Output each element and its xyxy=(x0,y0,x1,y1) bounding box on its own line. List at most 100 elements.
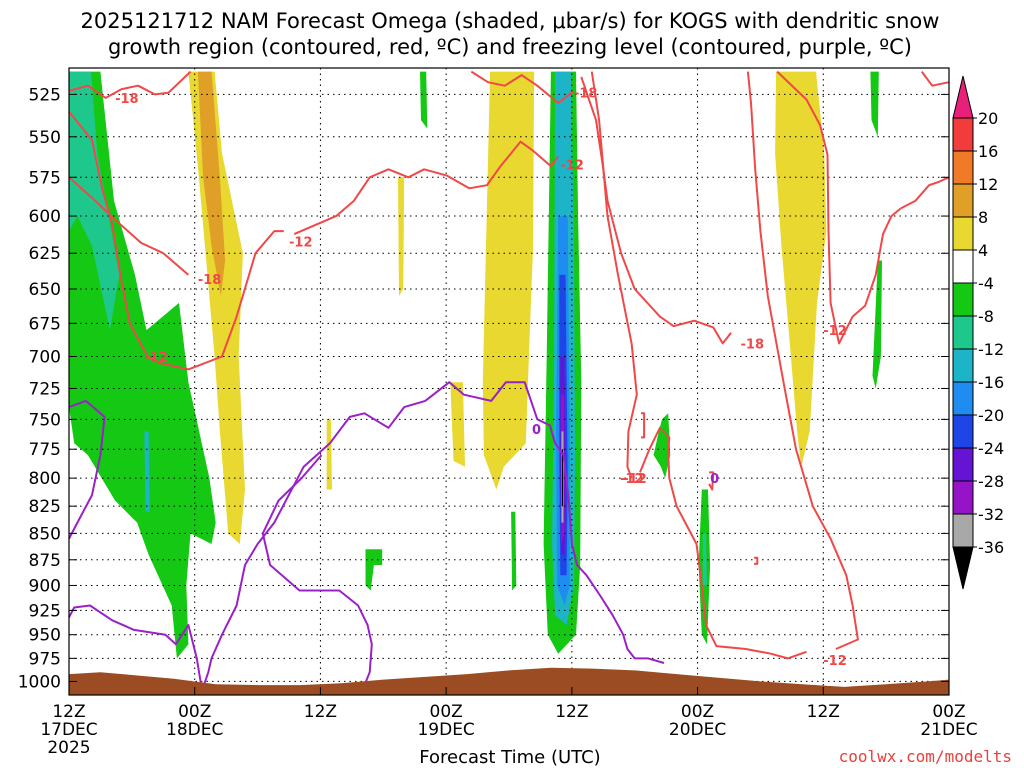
x-tick-label-6-0: 12Z xyxy=(807,702,840,722)
colorbar-bin-3 xyxy=(952,216,974,251)
y-tick-label-725: 725 xyxy=(29,379,61,399)
freezing-contour-2 xyxy=(201,381,665,691)
terrain-fill xyxy=(69,667,949,695)
y-tick-label-525: 525 xyxy=(29,85,61,105)
freezing-contour-1 xyxy=(68,604,203,691)
omega-region-20 xyxy=(511,511,517,591)
colorbar-label-4: 4 xyxy=(978,241,988,260)
omega-region-7 xyxy=(326,419,332,490)
x-tick-label-3-0: 00Z xyxy=(430,702,463,722)
x-axis-label: Forecast Time (UTC) xyxy=(419,747,600,768)
dgz-label-2: -12 xyxy=(144,350,168,365)
colorbar-bin-1 xyxy=(952,150,974,185)
dgz-label-1: -18 xyxy=(198,273,222,288)
colorbar-bin-12 xyxy=(952,513,974,548)
colorbar-label-6: -8 xyxy=(978,307,994,326)
dgz-contour-11 xyxy=(746,71,859,650)
x-tick-label-7-0: 00Z xyxy=(932,702,965,722)
omega-region-2 xyxy=(482,71,535,490)
colorbar-top-arrow xyxy=(952,75,974,119)
y-tick-label-600: 600 xyxy=(29,207,61,227)
dgz-label-5: -18 xyxy=(574,87,598,102)
colorbar-bin-6 xyxy=(952,315,974,350)
inline-contour-label-0: 0 xyxy=(532,423,541,438)
colorbar-label-0: 20 xyxy=(978,109,998,128)
dgz-contour-12 xyxy=(900,176,950,210)
dgz-contour-2 xyxy=(68,110,284,371)
inline-contour-label-1: -12 xyxy=(620,472,644,487)
dgz-contour-15 xyxy=(708,471,715,491)
omega-region-6 xyxy=(775,71,827,467)
colorbar-label-12: -32 xyxy=(978,505,1004,524)
chart-title-line2: growth region (contoured, red, ºC) and f… xyxy=(108,35,912,59)
colorbar-label-13: -36 xyxy=(978,538,1004,557)
y-tick-label-950: 950 xyxy=(29,626,61,646)
dgz-contour-16 xyxy=(754,556,759,565)
y-tick-label-675: 675 xyxy=(29,314,61,334)
dgz-contour-0 xyxy=(68,70,192,99)
inline-contour-label-3: -12 xyxy=(560,159,584,174)
omega-shading-layer xyxy=(69,71,882,659)
colorbar-bin-7 xyxy=(952,348,974,383)
omega-region-24 xyxy=(702,533,707,586)
inline-contour-label-2: 0 xyxy=(710,472,719,487)
dgz-contour-13 xyxy=(920,71,950,87)
omega-region-10 xyxy=(144,431,150,512)
credit-text: coolwx.com/modelts xyxy=(839,747,1012,766)
colorbar-bin-8 xyxy=(952,381,974,416)
dgz-label-4: -12 xyxy=(560,159,584,174)
y-tick-label-750: 750 xyxy=(29,410,61,430)
x-tick-label-4-0: 12Z xyxy=(555,702,588,722)
x-tick-label-0-0: 12Z xyxy=(52,702,85,722)
colorbar-bin-9 xyxy=(952,414,974,449)
colorbar-label-10: -24 xyxy=(978,439,1004,458)
freezing-contour-3 xyxy=(261,454,373,691)
y-axis-pressure: 525 550 575 600 625 650 675 700 725 750 775 800 825 8… xyxy=(18,85,949,692)
colorbar-label-5: -4 xyxy=(978,274,994,293)
y-tick-label-575: 575 xyxy=(29,168,61,188)
omega-region-26 xyxy=(872,260,882,389)
x-tick-label-2-0: 12Z xyxy=(304,702,337,722)
contour-label-layer: -18-18-12-12-12-18-18-12-12-120-12 0-12 xyxy=(115,87,847,670)
y-tick-label-700: 700 xyxy=(29,347,61,367)
dgz-contour-14 xyxy=(641,412,646,439)
y-tick-label-975: 975 xyxy=(29,649,61,669)
freezing-level-contours xyxy=(68,381,665,691)
dgz-contour-8 xyxy=(590,71,638,479)
colorbar-bin-4 xyxy=(952,249,974,284)
omega-region-19 xyxy=(561,449,563,507)
dgz-contour-9 xyxy=(639,426,807,660)
omega-region-11 xyxy=(420,71,428,129)
x-tick-label-1-0: 00Z xyxy=(178,702,211,722)
colorbar-bottom-arrow xyxy=(952,546,974,590)
colorbar-bin-0 xyxy=(952,117,974,152)
x-tick-label-0-2: 2025 xyxy=(47,738,90,758)
dendritic-growth-contours xyxy=(68,70,950,660)
omega-region-4 xyxy=(450,382,465,467)
dgz-label-7: -12 xyxy=(823,324,847,339)
x-tick-label-5-0: 00Z xyxy=(681,702,714,722)
dgz-label-0: -18 xyxy=(115,92,139,107)
omega-region-1 xyxy=(197,71,226,296)
dgz-contour-7 xyxy=(776,70,902,345)
x-tick-label-1-1: 18DEC xyxy=(166,720,223,740)
x-tick-label-5-1: 20DEC xyxy=(669,720,726,740)
colorbar-bin-5 xyxy=(952,282,974,317)
y-tick-label-1000: 1000 xyxy=(18,672,61,692)
dgz-contour-5 xyxy=(470,70,575,104)
colorbar: 20 16 12 8 4 -4 -8 -12 -16 -20 -24 -28 -32 -36 xyxy=(952,75,1004,590)
y-tick-label-875: 875 xyxy=(29,551,61,571)
omega-region-25 xyxy=(870,71,879,137)
colorbar-bin-11 xyxy=(952,480,974,515)
x-tick-label-7-1: 21DEC xyxy=(920,720,977,740)
omega-region-22 xyxy=(653,413,671,479)
x-tick-label-0-1: 17DEC xyxy=(40,720,97,740)
y-tick-label-825: 825 xyxy=(29,497,61,517)
dgz-contour-1 xyxy=(68,176,190,276)
colorbar-label-11: -28 xyxy=(978,472,1004,491)
dgz-label-8: -12 xyxy=(623,472,647,487)
dgz-label-3: -12 xyxy=(289,236,313,251)
colorbar-label-1: 16 xyxy=(978,142,998,161)
y-tick-label-650: 650 xyxy=(29,280,61,300)
